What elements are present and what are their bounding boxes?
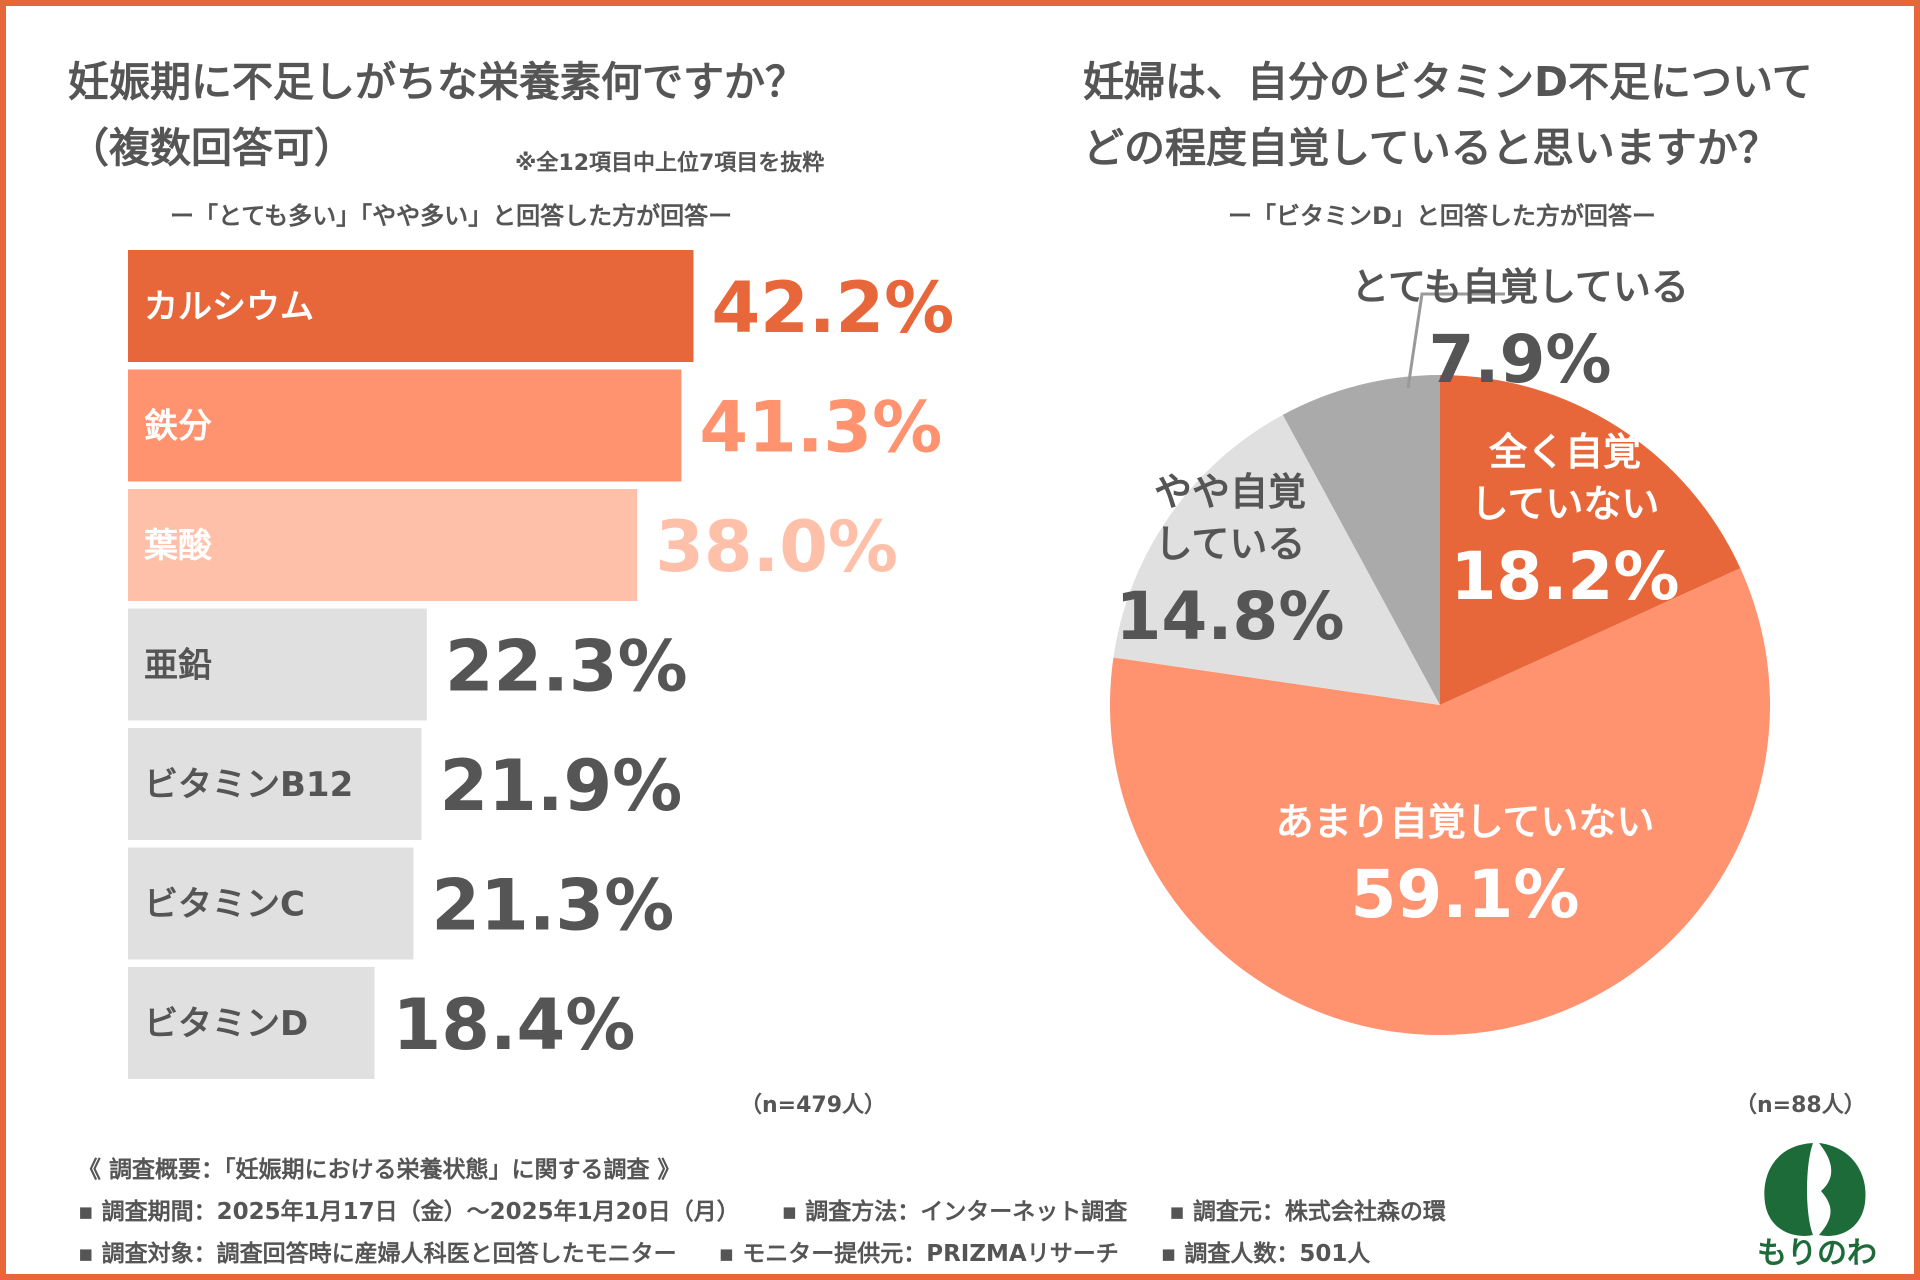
footer-target: ▪ 調査対象：調査回答時に産婦人科医と回答したモニター	[78, 1241, 677, 1267]
bar-2	[128, 489, 638, 601]
bar-3	[128, 608, 427, 721]
logo-text: もりのわ	[1757, 1236, 1877, 1271]
bar-category-label: ビタミンD	[144, 1004, 308, 1044]
bar-value-label: 22.3%	[445, 626, 688, 708]
pie-slice-2	[1113, 414, 1440, 705]
bar-value-label: 42.2%	[711, 267, 954, 349]
footer-count: ▪ 調査人数：501人	[1160, 1241, 1371, 1267]
pie-slice-label: 全く自覚	[1488, 430, 1641, 474]
bar-category-label: ビタミンC	[144, 885, 305, 925]
pie-slice-3	[1282, 375, 1440, 705]
left-title-line1: 妊娠期に不足しがちな栄養素何ですか？	[68, 58, 806, 106]
pie-slice-0	[1440, 375, 1741, 705]
pie-slice-label: やや自覚	[1154, 470, 1306, 514]
pie-slice-label: している	[1155, 522, 1306, 566]
bar-category-label: 葉酸	[143, 526, 213, 566]
right-title-line2: どの程度自覚していると思いますか？	[1083, 124, 1779, 172]
right-subtitle: ー「ビタミンD」と回答した方が回答ー	[1228, 202, 1656, 230]
bar-value-label: 21.9%	[439, 745, 682, 827]
bar-5	[128, 847, 414, 960]
bar-value-label: 38.0%	[655, 506, 898, 588]
bar-1	[128, 369, 682, 482]
right-n-label: （n=88人）	[1735, 1093, 1866, 1118]
bar-category-label: カルシウム	[144, 287, 314, 327]
bar-category-label: 亜鉛	[144, 646, 212, 686]
bar-category-label: 鉄分	[144, 407, 212, 447]
footer-provider: ▪ モニター提供元：PRIZMAリサーチ	[718, 1241, 1119, 1267]
bar-0	[128, 250, 694, 362]
bar-6	[128, 967, 375, 1079]
bar-value-label: 21.3%	[431, 865, 674, 947]
footer-period: ▪ 調査期間：2025年1月17日（金）～2025年1月20日（月）	[78, 1199, 740, 1225]
pie-value-label: 59.1%	[1351, 856, 1580, 933]
right-title-line1: 妊婦は、自分のビタミンD不足について	[1083, 58, 1813, 106]
footer-source: ▪ 調査元：株式会社森の環	[1169, 1199, 1446, 1225]
left-title-line2: （複数回答可）	[68, 124, 355, 172]
footer-heading: 《 調査概要：「妊娠期における栄養状態」に関する調査 》	[78, 1157, 681, 1183]
pie-leader-line	[1406, 292, 1505, 389]
pie-slice-label: していない	[1471, 482, 1660, 526]
bar-category-label: ビタミンB12	[144, 765, 353, 805]
left-note: ※全12項目中上位7項目を抜粋	[515, 151, 825, 176]
bar-chart: カルシウム 42.2% 鉄分 41.3% 葉酸 38.0% 亜鉛 22.3% ビタミンB12 21…	[128, 250, 954, 1079]
pie-value-label: 18.2%	[1451, 538, 1680, 615]
bar-4	[128, 728, 422, 840]
bar-value-label: 41.3%	[699, 387, 942, 469]
pie-slice-1	[1110, 568, 1770, 1035]
left-n-label: （n=479人）	[740, 1093, 887, 1118]
leaf-logo-icon	[1764, 1143, 1866, 1236]
footer-row1: ▪ 調査期間：2025年1月17日（金）～2025年1月20日（月） ▪ 調査方…	[78, 1192, 1480, 1226]
pie-slice-label: とても自覚している	[1351, 265, 1689, 309]
pie-value-label: 14.8%	[1116, 578, 1345, 655]
left-subtitle: ー「とても多い」「やや多い」と回答した方が回答ー	[170, 202, 733, 230]
footer-method: ▪ 調査方法：インターネット調査	[781, 1199, 1128, 1225]
bar-value-label: 18.4%	[393, 984, 636, 1066]
pie-slice-label: あまり自覚していない	[1276, 800, 1655, 844]
footer-row2: ▪ 調査対象：調査回答時に産婦人科医と回答したモニター ▪ モニター提供元：PR…	[78, 1234, 1404, 1268]
pie-value-label: 7.9%	[1428, 321, 1611, 398]
